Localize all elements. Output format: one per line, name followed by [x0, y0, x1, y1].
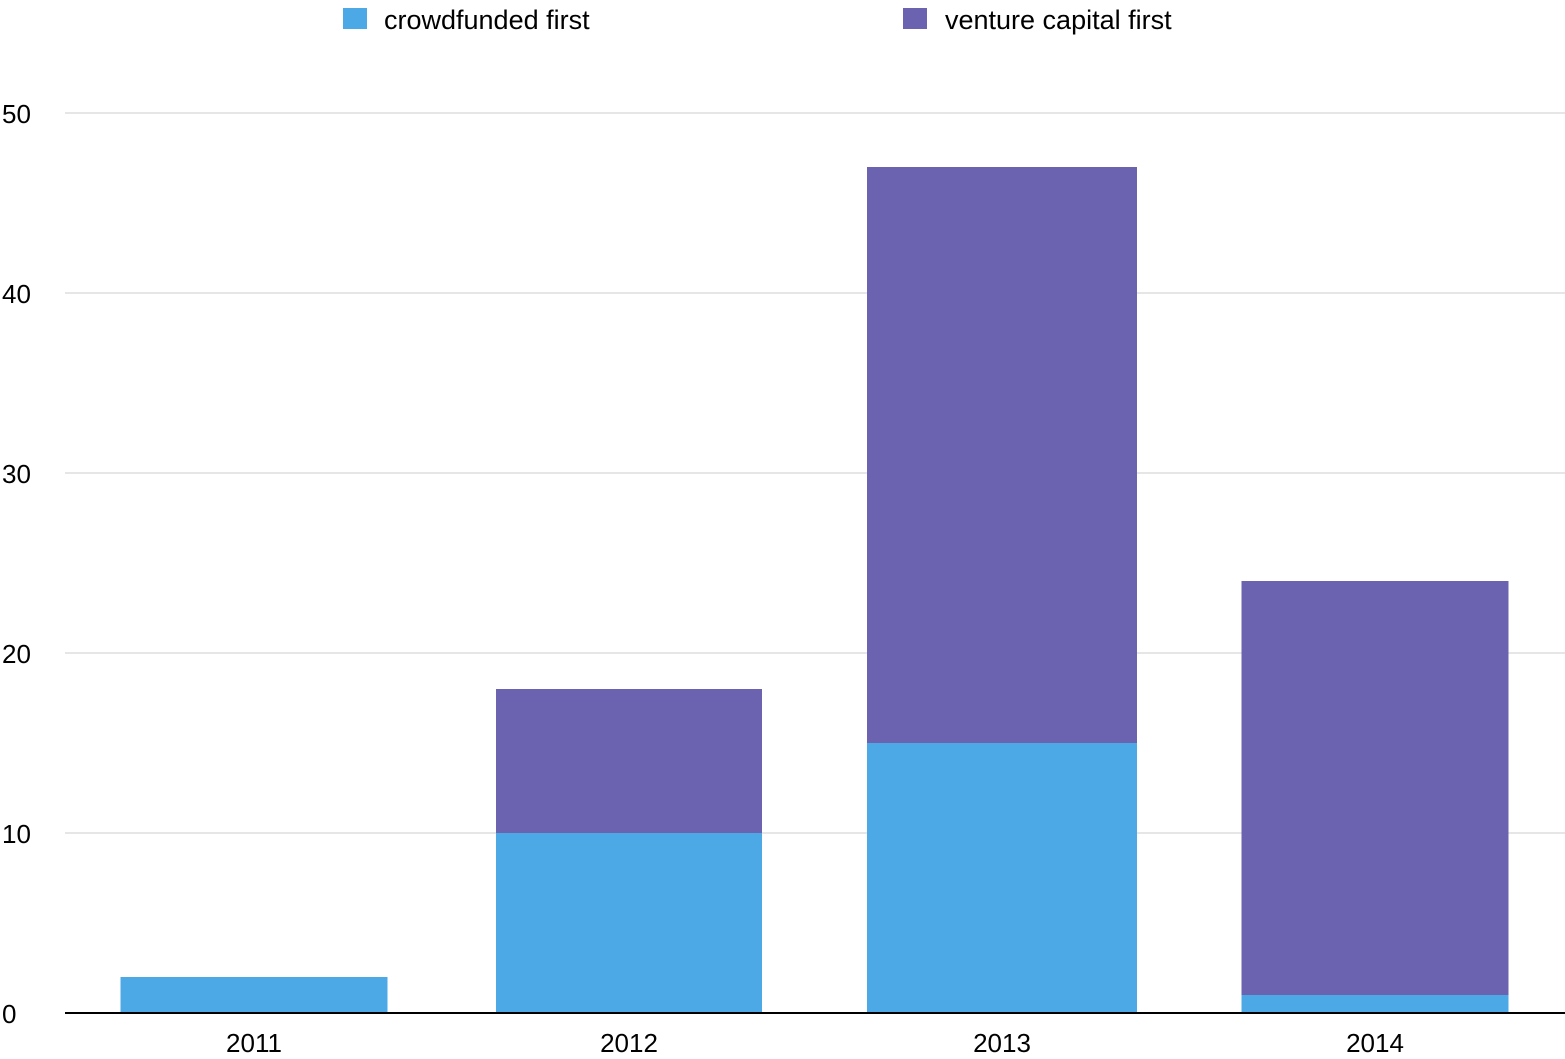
legend-swatch-venture-capital — [903, 8, 927, 29]
y-tick-label: 30 — [2, 459, 31, 489]
legend-label-venture-capital: venture capital first — [945, 5, 1172, 35]
y-tick-label: 0 — [2, 999, 16, 1029]
x-tick-label-2013: 2013 — [973, 1028, 1031, 1058]
bar-2013-crowdfunded — [867, 743, 1137, 1013]
y-tick-label: 20 — [2, 639, 31, 669]
y-axis-ticks: 0 10 20 30 40 50 — [2, 99, 31, 1029]
y-tick-label: 50 — [2, 99, 31, 129]
bar-2014-venture-capital — [1241, 581, 1509, 995]
bar-2013-venture-capital — [867, 167, 1137, 743]
legend: crowdfunded first venture capital first — [343, 5, 1172, 35]
legend-swatch-crowdfunded — [343, 8, 367, 29]
bars — [120, 167, 1509, 1013]
x-tick-label-2012: 2012 — [600, 1028, 658, 1058]
x-axis-ticks: 2011 2012 2013 2014 — [226, 1028, 1404, 1058]
y-tick-label: 40 — [2, 279, 31, 309]
bar-2012-venture-capital — [496, 689, 762, 833]
y-tick-label: 10 — [2, 819, 31, 849]
x-tick-label-2014: 2014 — [1346, 1028, 1404, 1058]
bar-2012-crowdfunded — [496, 833, 762, 1013]
legend-label-crowdfunded: crowdfunded first — [384, 5, 590, 35]
x-tick-label-2011: 2011 — [226, 1028, 282, 1058]
bar-2014-crowdfunded — [1241, 995, 1509, 1013]
bar-2011-crowdfunded — [120, 977, 388, 1013]
